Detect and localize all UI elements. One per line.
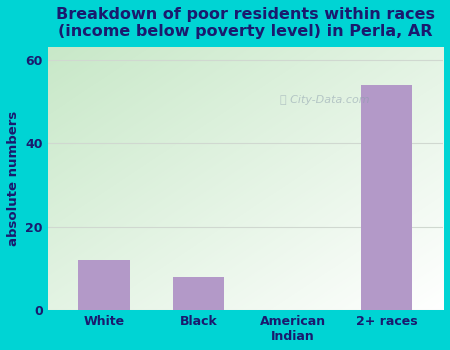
Bar <box>172 277 224 310</box>
Bar <box>361 85 413 310</box>
Bar <box>78 260 130 310</box>
Bar <box>172 277 224 310</box>
Text: ⓘ City-Data.com: ⓘ City-Data.com <box>280 95 369 105</box>
Bar <box>361 85 413 310</box>
Y-axis label: absolute numbers: absolute numbers <box>7 111 20 246</box>
Bar <box>78 260 130 310</box>
Title: Breakdown of poor residents within races
(income below poverty level) in Perla, : Breakdown of poor residents within races… <box>56 7 435 39</box>
